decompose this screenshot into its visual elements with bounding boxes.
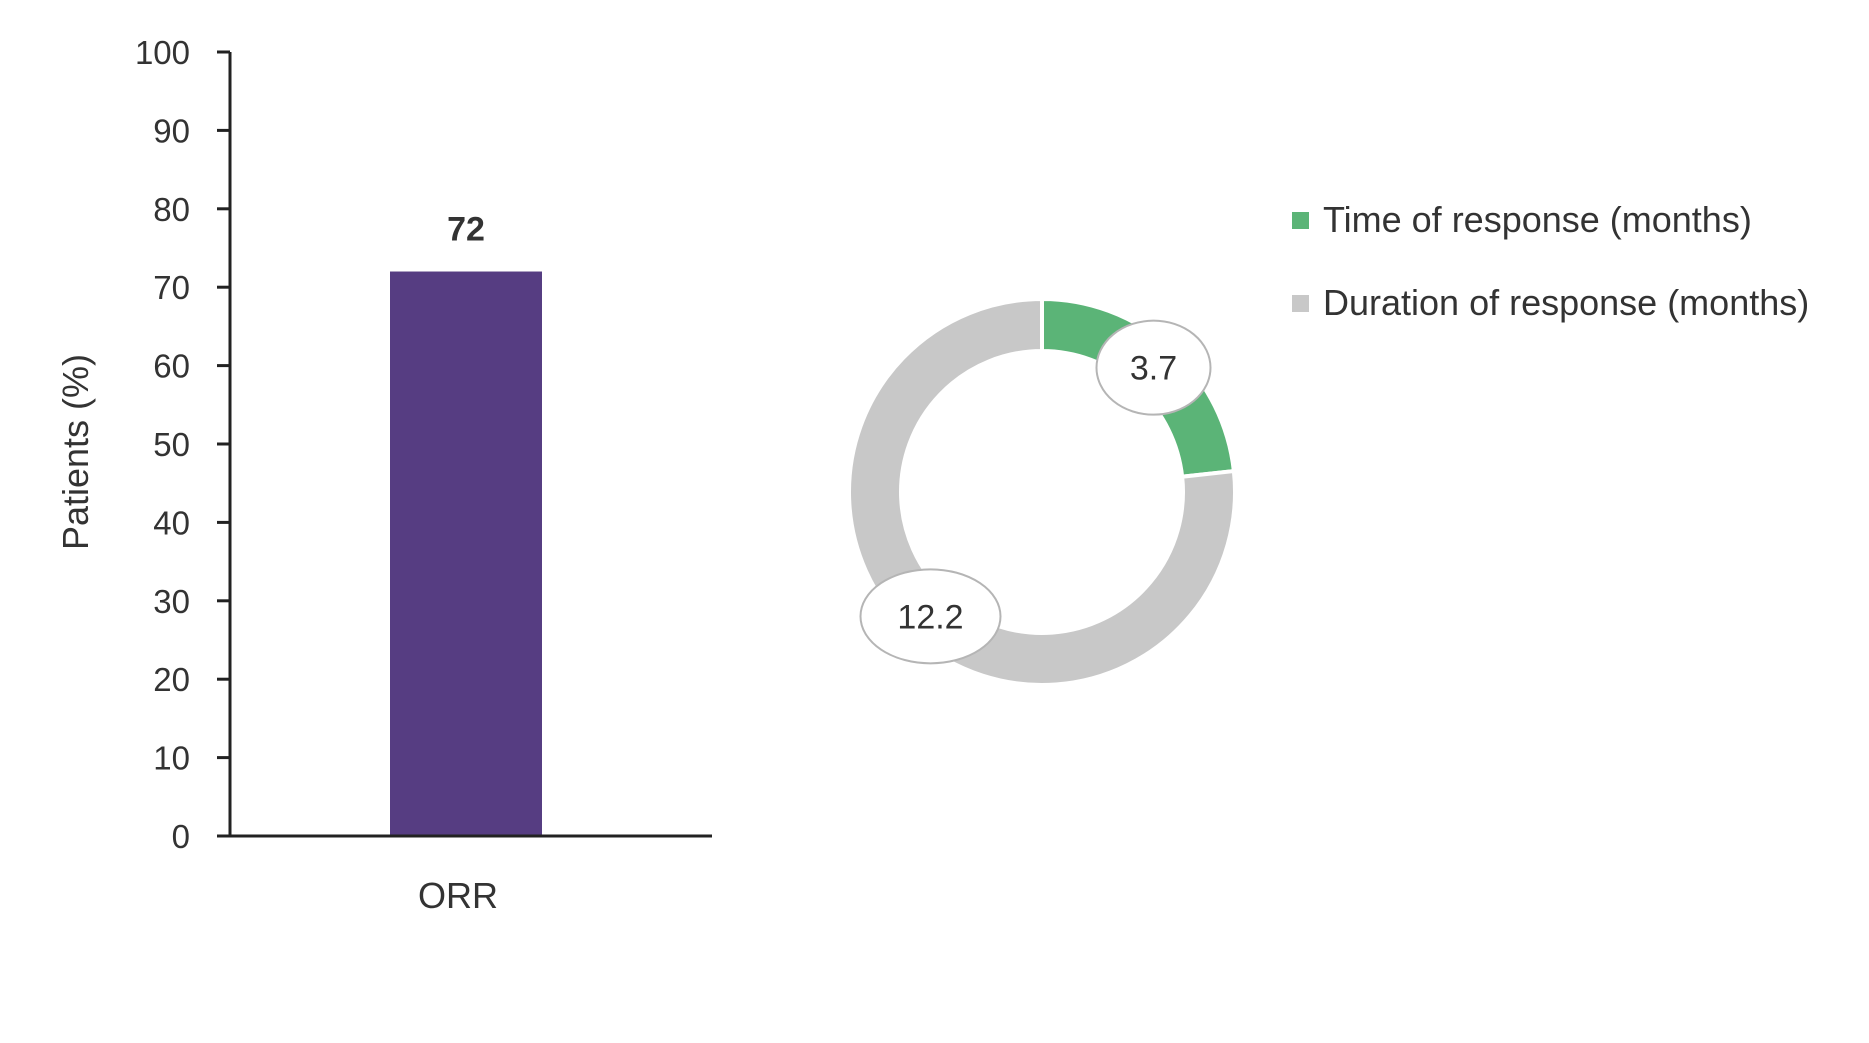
donut-data-label: 12.2 (897, 598, 963, 636)
donut-label-bubble (1095, 319, 1212, 416)
donut-slice-labels: 3.7 12.2 (859, 319, 1212, 665)
bar-data-label: 72 (447, 211, 485, 249)
legend-item-duration-of-response: Duration of response (months) (1292, 282, 1810, 323)
x-axis-labels: ORR (418, 875, 498, 916)
y-tick-label: 40 (153, 504, 190, 541)
bar-orr (390, 271, 542, 836)
legend-swatch (1292, 294, 1309, 312)
legend: Time of response (months) Duration of re… (1292, 199, 1810, 366)
y-tick-label: 100 (135, 34, 190, 71)
donut-chart: 3.7 12.2 (847, 296, 1237, 687)
donut-data-label: 3.7 (1130, 350, 1177, 388)
y-axis-ticks: 0 10 20 30 40 50 60 70 80 90 100 (135, 34, 230, 855)
y-tick-label: 0 (172, 818, 190, 855)
y-tick-label: 30 (153, 583, 190, 620)
bars: 72 (390, 211, 542, 836)
legend-swatch (1292, 211, 1309, 229)
bar-chart: 0 10 20 30 40 50 60 70 80 90 100 72 ORR Patients (… (55, 34, 712, 916)
legend-item-time-of-response: Time of response (months) (1292, 199, 1809, 240)
y-tick-label: 60 (153, 348, 190, 385)
y-tick-label: 50 (153, 426, 190, 463)
y-tick-label: 90 (153, 112, 190, 149)
legend-label: Duration of response (months) (1323, 282, 1810, 323)
y-axis-label: Patients (%) (55, 354, 96, 550)
donut-slice-1 (847, 296, 1237, 687)
y-tick-label: 80 (153, 191, 190, 228)
y-tick-label: 20 (153, 661, 190, 698)
x-tick-label: ORR (418, 875, 498, 916)
y-tick-label: 70 (153, 269, 190, 306)
donut-label-bubble (859, 568, 1002, 665)
legend-label: Time of response (months) (1323, 199, 1752, 240)
y-tick-label: 10 (153, 740, 190, 777)
